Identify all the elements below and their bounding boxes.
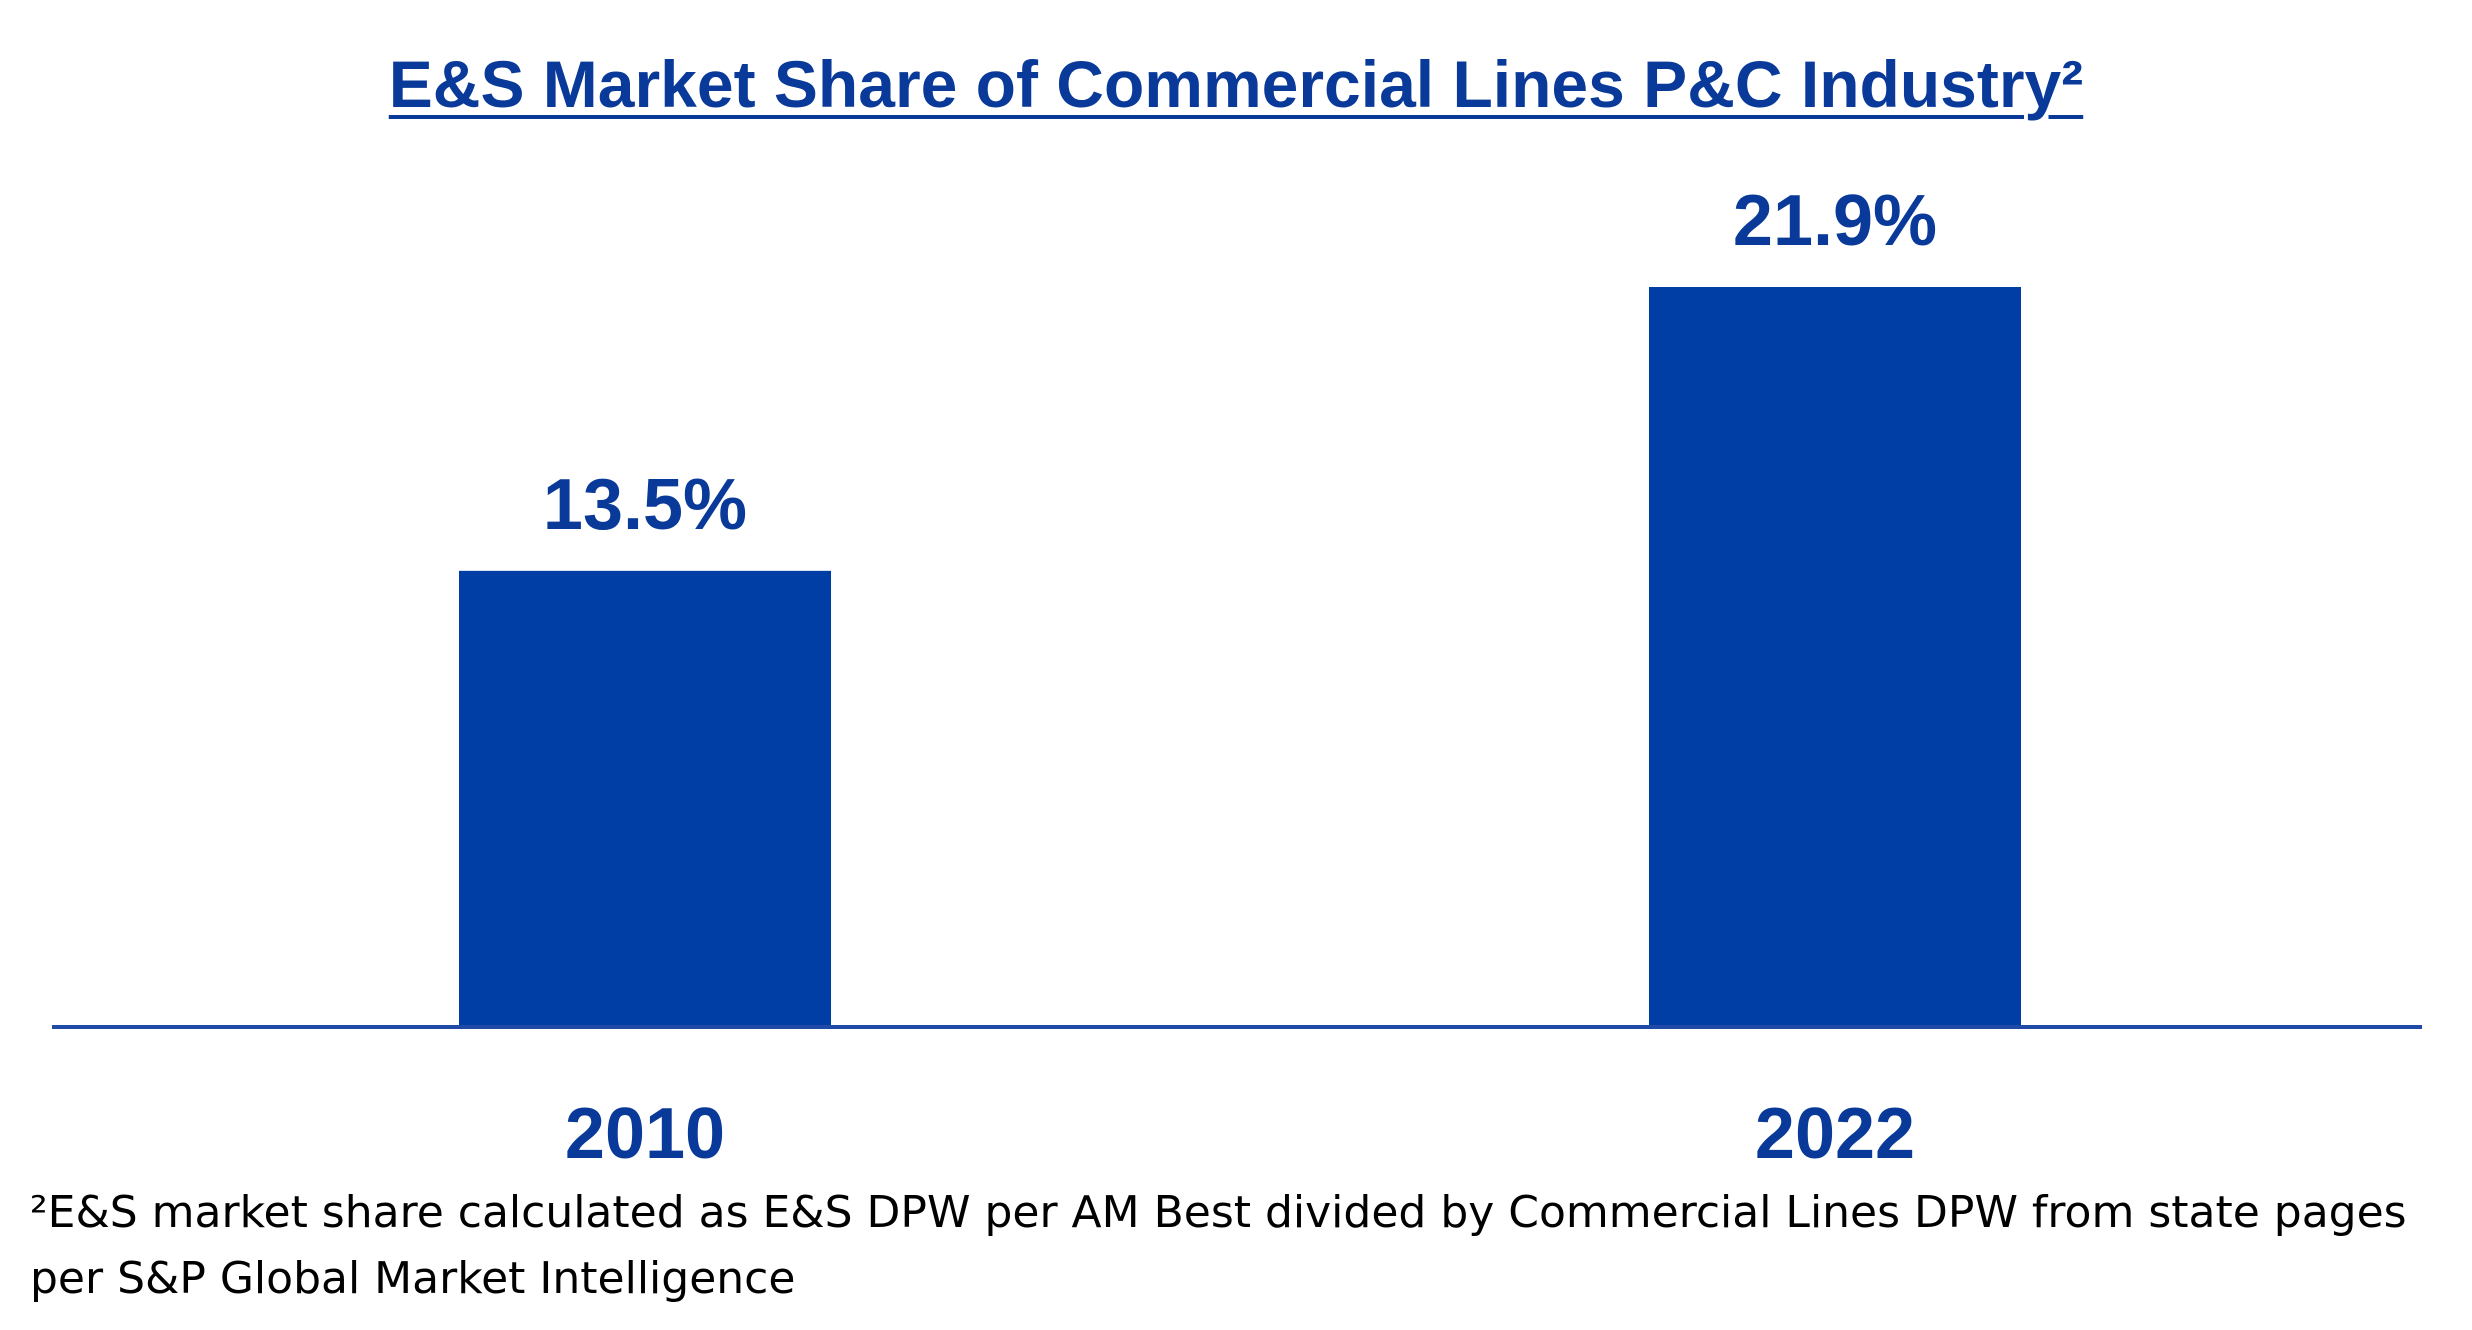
footnote: ²E&S market share calculated as E&S DPW … (30, 1187, 2407, 1304)
bars-layer (459, 287, 2021, 1027)
category-label-2010: 2010 (565, 1094, 725, 1174)
labels-layer: 13.5% 2010 21.9% 2022 (543, 181, 1937, 1174)
bar-2022 (1649, 287, 2021, 1027)
value-label-2022: 21.9% (1733, 181, 1937, 261)
value-label-2010: 13.5% (543, 465, 747, 545)
category-label-2022: 2022 (1755, 1094, 1915, 1174)
chart-title: E&S Market Share of Commercial Lines P&C… (388, 47, 2084, 121)
bar-2010 (459, 570, 831, 1027)
